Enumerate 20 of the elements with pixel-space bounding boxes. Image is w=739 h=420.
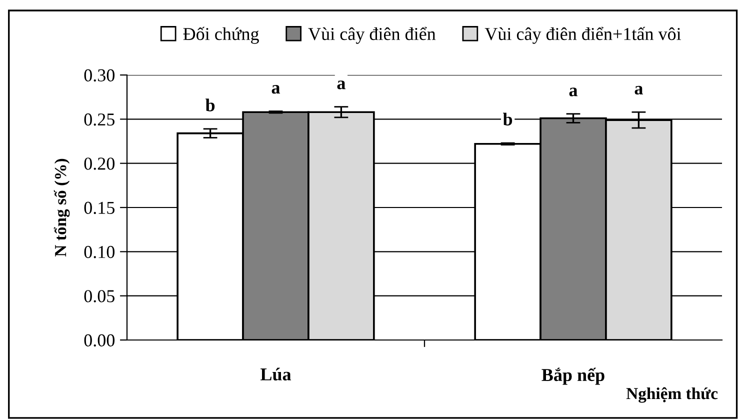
y-tick-label: 0.30: [84, 69, 115, 82]
y-tick-label: 0.00: [84, 334, 115, 347]
annotation: a: [569, 88, 578, 96]
y-tick-label: 0.20: [84, 158, 115, 170]
x-axis-title: Nghiệm thức: [626, 387, 718, 403]
annotation: b: [503, 112, 512, 126]
legend-label: Đối chứng: [183, 26, 259, 44]
annotation: a: [337, 80, 346, 90]
y-tick-label: 0.15: [84, 202, 114, 214]
legend-label: Vùi cây điên điển: [308, 26, 436, 44]
y-tick-label: 0.05: [84, 290, 114, 302]
y-axis-title: N tổng số (%): [54, 158, 70, 256]
annotation: a: [272, 85, 280, 94]
y-tick-label: 0.25: [84, 113, 114, 126]
x-tick-label: Lúa: [260, 368, 292, 381]
legend-label: Vùi cây điên điển+1tấn vôi: [484, 26, 681, 44]
x-tick-label: Bắp nếp: [542, 368, 604, 385]
y-tick-label: 0.10: [84, 246, 115, 258]
annotation: b: [206, 98, 215, 112]
annotation: a: [634, 86, 643, 95]
